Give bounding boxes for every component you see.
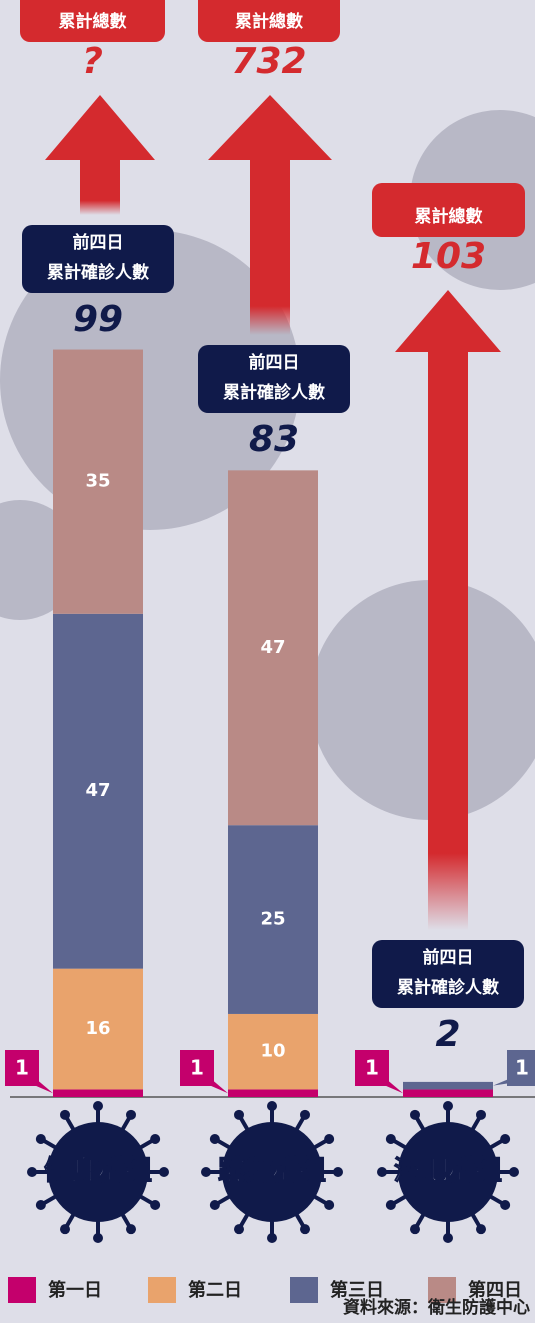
- category-label: 健身群組: [44, 1155, 152, 1187]
- virus-knob: [234, 1110, 244, 1120]
- tag-value-label: 1: [365, 1056, 379, 1080]
- virus-knob: [93, 1233, 103, 1243]
- four-day-label: 前四日: [423, 947, 474, 968]
- virus-knob: [159, 1167, 169, 1177]
- virus-knob: [500, 1134, 510, 1144]
- virus-knob: [210, 1200, 220, 1210]
- cumulative-value: 103: [411, 236, 486, 277]
- category-label: 酒吧群組: [394, 1155, 502, 1187]
- virus-knob: [60, 1224, 70, 1234]
- four-day-label: 累計確診人數: [47, 262, 149, 283]
- virus-knob: [234, 1224, 244, 1234]
- virus-knob: [150, 1134, 160, 1144]
- virus-knob: [36, 1200, 46, 1210]
- virus-knob: [210, 1134, 220, 1144]
- virus-knob: [443, 1233, 453, 1243]
- legend-swatch: [8, 1277, 36, 1303]
- cumulative-value: ?: [82, 41, 103, 82]
- virus-knob: [150, 1200, 160, 1210]
- bar-segment: [403, 1089, 493, 1097]
- bar-value-label: 16: [85, 1018, 110, 1039]
- virus-knob: [36, 1134, 46, 1144]
- four-day-label: 累計確診人數: [223, 382, 325, 403]
- legend-label: 第二日: [188, 1279, 242, 1301]
- cumulative-label: 累計總數: [59, 11, 127, 32]
- bar-value-label: 10: [260, 1041, 285, 1062]
- chart: 累計總數?累計總數732累計總數1031164735110254711前四日累計…: [0, 0, 535, 1323]
- virus-knob: [93, 1101, 103, 1111]
- bar-value-label: 25: [260, 909, 285, 930]
- legend-swatch: [148, 1277, 176, 1303]
- virus-knob: [27, 1167, 37, 1177]
- virus-knob: [267, 1101, 277, 1111]
- bar-value-label: 35: [85, 471, 110, 492]
- virus-knob: [201, 1167, 211, 1177]
- virus-knob: [126, 1224, 136, 1234]
- virus-knob: [500, 1200, 510, 1210]
- category-label: 跳舞群組: [218, 1155, 326, 1187]
- four-day-value: 83: [249, 419, 299, 460]
- four-day-value: 99: [73, 299, 123, 340]
- virus-knob: [509, 1167, 519, 1177]
- cumulative-label: 累計總數: [235, 11, 303, 32]
- virus-knob: [377, 1167, 387, 1177]
- four-day-value: 2: [435, 1014, 460, 1055]
- virus-knob: [267, 1233, 277, 1243]
- four-day-label: 前四日: [249, 352, 300, 373]
- virus-knob: [60, 1110, 70, 1120]
- cumulative-value: 732: [231, 41, 306, 82]
- tag-value-label: 1: [15, 1056, 29, 1080]
- cumulative-label: 累計總數: [415, 206, 483, 227]
- legend-swatch: [290, 1277, 318, 1303]
- tag-value-label: 1: [190, 1056, 204, 1080]
- virus-knob: [324, 1200, 334, 1210]
- virus-knob: [324, 1134, 334, 1144]
- virus-knob: [410, 1224, 420, 1234]
- bar-segment: [228, 1089, 318, 1097]
- virus-knob: [476, 1224, 486, 1234]
- virus-knob: [476, 1110, 486, 1120]
- four-day-label: 累計確診人數: [397, 977, 499, 998]
- virus-knob: [300, 1224, 310, 1234]
- virus-knob: [410, 1110, 420, 1120]
- virus-knob: [333, 1167, 343, 1177]
- virus-knob: [300, 1110, 310, 1120]
- bar-value-label: 47: [260, 637, 285, 658]
- bar-segment: [403, 1082, 493, 1090]
- virus-knob: [443, 1101, 453, 1111]
- bar-value-label: 47: [85, 780, 110, 801]
- virus-knob: [126, 1110, 136, 1120]
- legend-label: 第一日: [48, 1279, 102, 1301]
- virus-knob: [386, 1200, 396, 1210]
- source: 資料來源：衛生防護中心: [343, 1297, 530, 1318]
- tag-value-label: 1: [515, 1056, 529, 1080]
- virus-knob: [386, 1134, 396, 1144]
- four-day-label: 前四日: [73, 232, 124, 253]
- bar-segment: [53, 1089, 143, 1097]
